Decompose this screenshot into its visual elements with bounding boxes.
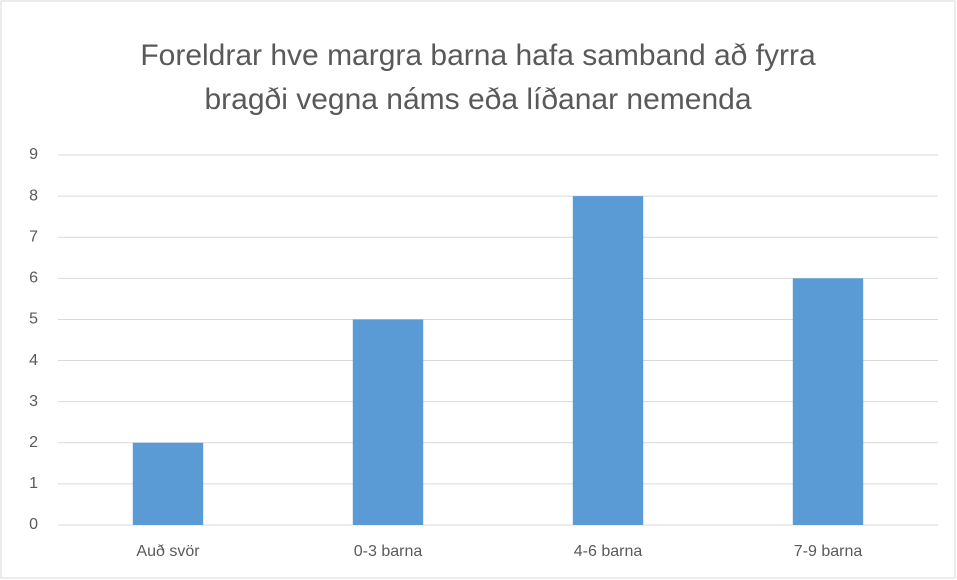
- chart-title: Foreldrar hve margra barna hafa samband …: [140, 39, 816, 116]
- x-tick-label: Auð svör: [136, 543, 200, 560]
- bar: [792, 278, 864, 525]
- bar: [132, 442, 204, 525]
- y-tick-label: 0: [29, 516, 38, 533]
- y-tick-label: 8: [29, 187, 38, 204]
- bar: [352, 319, 424, 525]
- y-tick-label: 1: [29, 475, 38, 492]
- y-tick-label: 3: [29, 393, 38, 410]
- y-tick-label: 9: [29, 146, 38, 163]
- y-tick-label: 2: [29, 434, 38, 451]
- y-tick-label: 6: [29, 270, 38, 287]
- y-tick-label: 5: [29, 311, 38, 328]
- x-tick-label: 4-6 barna: [574, 543, 643, 560]
- x-tick-label: 7-9 barna: [794, 543, 863, 560]
- y-tick-label: 4: [29, 352, 38, 369]
- x-tick-label: 0-3 barna: [354, 543, 423, 560]
- y-tick-label: 7: [29, 228, 38, 245]
- bar: [572, 196, 644, 525]
